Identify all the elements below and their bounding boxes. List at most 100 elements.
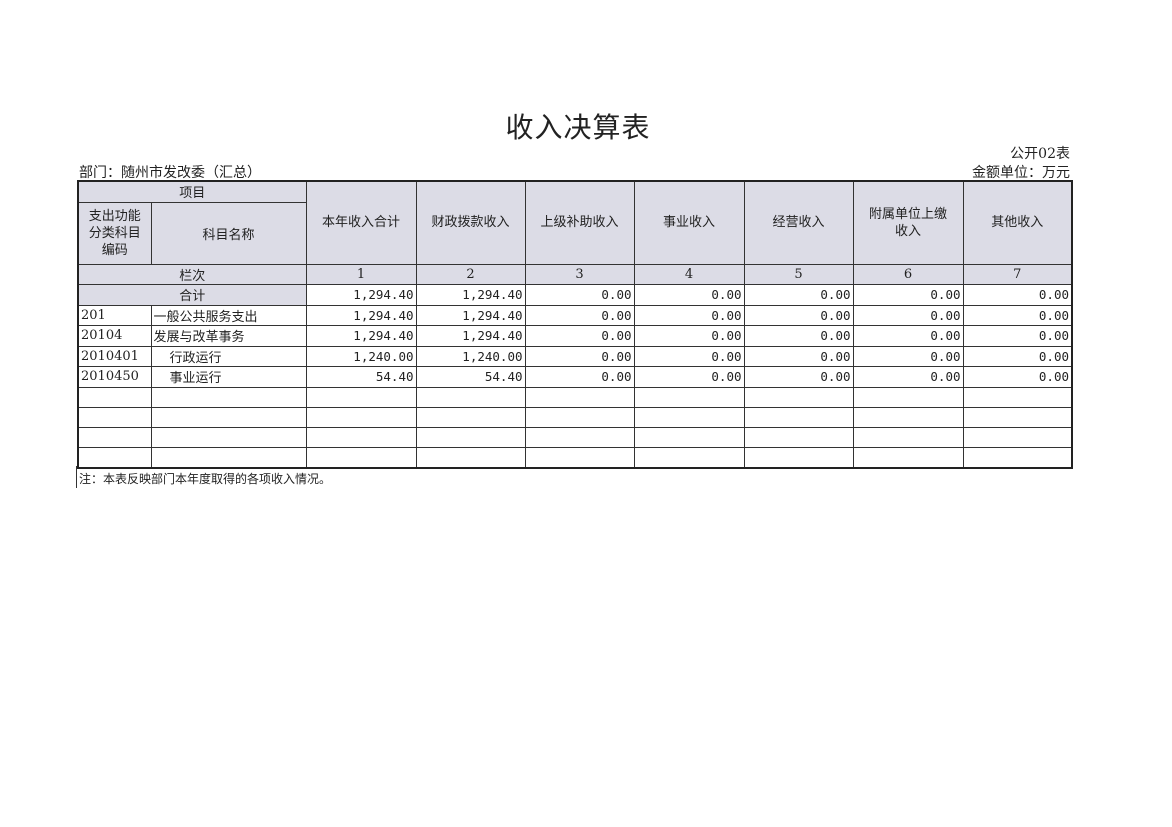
empty-cell (852, 386, 964, 408)
total-value: 0.00 (743, 283, 854, 306)
subject-name: 发展与改革事务 (150, 325, 307, 347)
cell-value: 0.00 (962, 304, 1073, 326)
empty-cell (633, 447, 745, 469)
cell-value: 1,294.40 (305, 304, 417, 326)
total-value: 1,294.40 (305, 283, 417, 306)
empty-cell (743, 447, 854, 469)
empty-cell (150, 406, 307, 429)
cell-value: 0.00 (743, 345, 854, 367)
empty-cell (150, 427, 307, 449)
empty-cell (305, 386, 417, 408)
empty-cell (633, 406, 745, 429)
empty-cell (633, 427, 745, 449)
empty-row (77, 427, 1073, 449)
subject-name: 一般公共服务支出 (150, 304, 307, 326)
empty-cell (305, 427, 417, 449)
cell-value: 0.00 (633, 304, 745, 326)
empty-cell (524, 427, 635, 449)
cell-value: 0.00 (962, 366, 1073, 388)
header-col: 上级补助收入 (524, 180, 635, 265)
cell-value: 54.40 (305, 366, 417, 388)
header-col: 其他收入 (962, 180, 1073, 265)
cell-value: 0.00 (852, 325, 964, 347)
empty-cell (962, 427, 1073, 449)
cell-value: 0.00 (743, 325, 854, 347)
row-index-label: 栏次 (77, 263, 307, 285)
empty-cell (962, 447, 1073, 469)
subject-code: 2010401 (77, 345, 152, 367)
form-number: 公开02表 (1010, 146, 1070, 162)
department-label: 部门：随州市发改委（汇总） (79, 165, 261, 181)
header-item-group: 项目 (77, 180, 307, 203)
cell-value: 0.00 (524, 325, 635, 347)
header-col: 经营收入 (743, 180, 854, 265)
empty-cell (524, 447, 635, 469)
table-note: 注：本表反映部门本年度取得的各项收入情况。 (79, 472, 332, 486)
cell-value: 0.00 (962, 325, 1073, 347)
unit-label: 金额单位：万元 (972, 165, 1070, 181)
table-row: 20104 发展与改革事务 1,294.40 1,294.40 0.00 0.00 0.00… (77, 325, 1073, 347)
cell-value: 1,294.40 (415, 304, 526, 326)
header-name: 科目名称 (150, 201, 307, 265)
empty-cell (852, 406, 964, 429)
cell-value: 0.00 (962, 345, 1073, 367)
cell-value: 0.00 (633, 366, 745, 388)
column-number: 4 (633, 263, 745, 285)
empty-cell (77, 406, 152, 429)
column-number: 7 (962, 263, 1073, 285)
column-number: 2 (415, 263, 526, 285)
page-title: 收入决算表 (505, 111, 651, 144)
column-number: 1 (305, 263, 417, 285)
cell-value: 0.00 (743, 304, 854, 326)
header-col: 财政拨款收入 (415, 180, 526, 265)
column-number: 6 (852, 263, 964, 285)
cell-value: 0.00 (633, 345, 745, 367)
cell-value: 0.00 (524, 345, 635, 367)
total-value: 1,294.40 (415, 283, 526, 306)
cell-value: 0.00 (524, 304, 635, 326)
empty-cell (305, 406, 417, 429)
empty-cell (962, 406, 1073, 429)
empty-cell (150, 447, 307, 469)
subject-code: 201 (77, 304, 152, 326)
empty-cell (524, 386, 635, 408)
subject-name: 事业运行 (150, 366, 307, 388)
empty-cell (743, 406, 854, 429)
column-number: 5 (743, 263, 854, 285)
empty-cell (524, 406, 635, 429)
cell-value: 1,240.00 (305, 345, 417, 367)
income-table: 项目 本年收入合计 财政拨款收入 上级补助收入 事业收入 经营收入 附属单位上缴… (77, 180, 1074, 470)
total-value: 0.00 (962, 283, 1073, 306)
total-label: 合计 (77, 283, 307, 306)
empty-cell (77, 386, 152, 408)
total-value: 0.00 (633, 283, 745, 306)
column-number: 3 (524, 263, 635, 285)
table-row: 2010401 行政运行 1,240.00 1,240.00 0.00 0.00 0.00 0… (77, 345, 1073, 367)
cell-value: 54.40 (415, 366, 526, 388)
empty-row (77, 406, 1073, 429)
subject-name: 行政运行 (150, 345, 307, 367)
empty-cell (633, 386, 745, 408)
empty-cell (852, 427, 964, 449)
cell-value: 0.00 (633, 325, 745, 347)
table-row: 2010450 事业运行 54.40 54.40 0.00 0.00 0.00 0.00 0.0… (77, 366, 1073, 388)
empty-cell (743, 427, 854, 449)
empty-cell (77, 447, 152, 469)
total-value: 0.00 (852, 283, 964, 306)
header-col: 本年收入合计 (305, 180, 417, 265)
total-value: 0.00 (524, 283, 635, 306)
empty-row (77, 386, 1073, 408)
subject-code: 20104 (77, 325, 152, 347)
empty-cell (415, 427, 526, 449)
empty-cell (150, 386, 307, 408)
empty-cell (852, 447, 964, 469)
header-col: 附属单位上缴收入 (852, 180, 964, 265)
cell-value: 0.00 (852, 304, 964, 326)
empty-cell (962, 386, 1073, 408)
cell-value: 0.00 (524, 366, 635, 388)
empty-cell (415, 406, 526, 429)
empty-row (77, 447, 1073, 469)
cell-value: 1,294.40 (305, 325, 417, 347)
note-divider (76, 466, 77, 488)
header-code: 支出功能分类科目编码 (77, 201, 152, 265)
